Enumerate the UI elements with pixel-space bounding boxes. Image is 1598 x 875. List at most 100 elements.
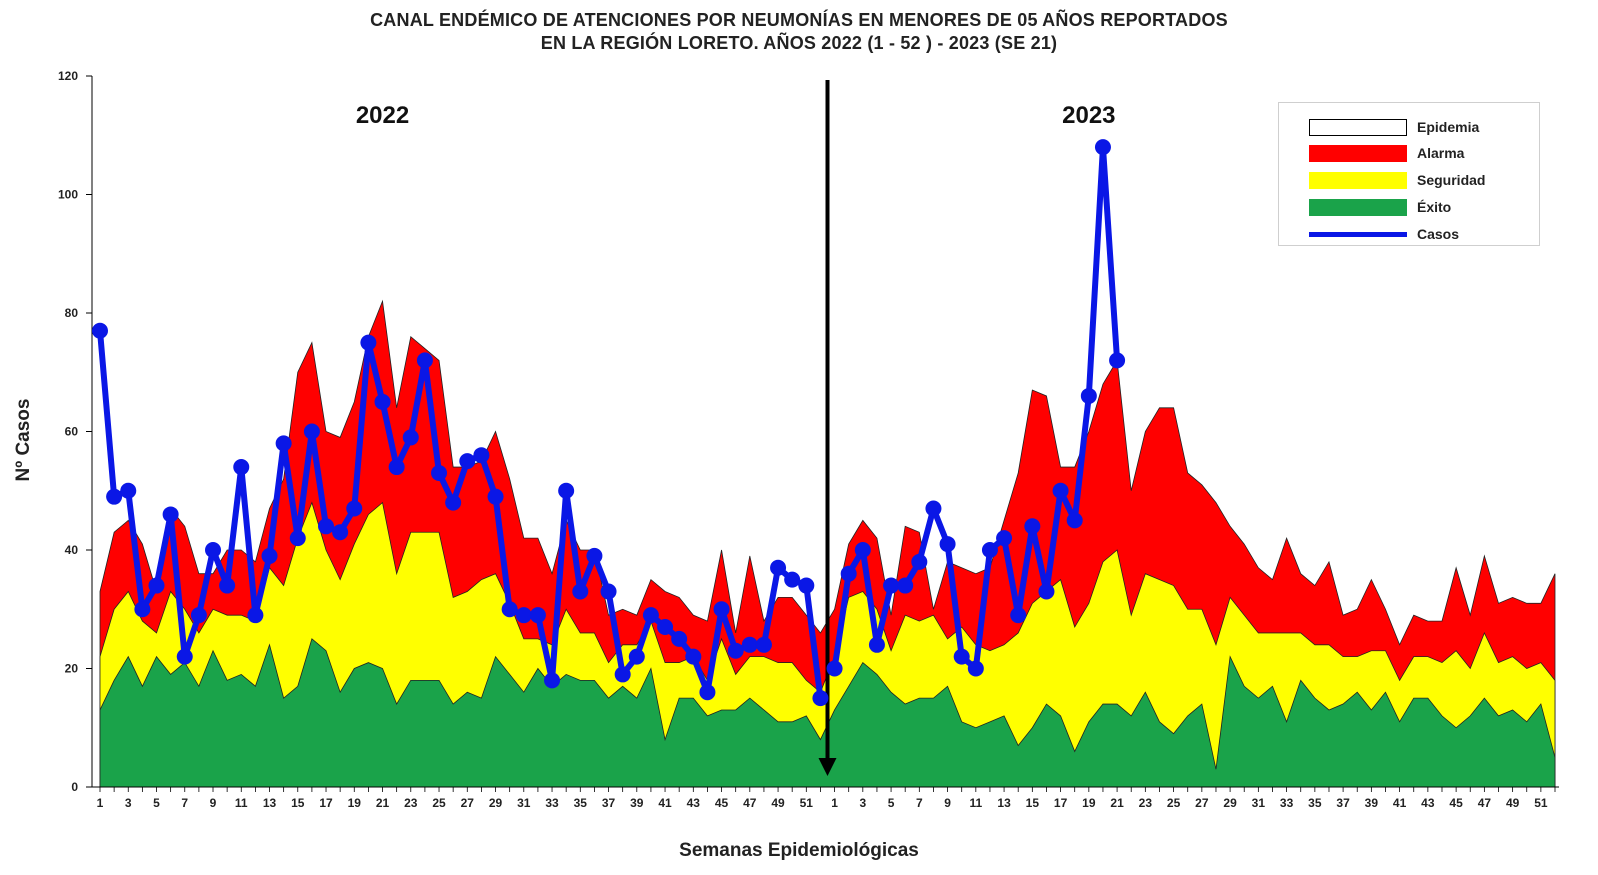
casos-point-2022-w42 <box>671 630 688 647</box>
casos-point-2022-w31 <box>515 607 532 624</box>
legend-item-casos: Casos <box>1309 224 1459 244</box>
chart-title-line2: EN LA REGIÓN LORETO. AÑOS 2022 (1 - 52 )… <box>540 33 1058 53</box>
x-tick-label: 35 <box>574 796 588 810</box>
casos-point-2022-w12 <box>247 607 264 624</box>
casos-point-2023-w6 <box>897 577 914 594</box>
x-tick-label: 19 <box>1082 796 1096 810</box>
year-label-2023: 2023 <box>1062 102 1115 129</box>
casos-point-2023-w17 <box>1052 482 1069 499</box>
year-label-2022: 2022 <box>356 102 409 129</box>
casos-point-2023-w16 <box>1038 583 1055 600</box>
casos-point-2023-w10 <box>953 648 970 665</box>
y-tick-label: 40 <box>65 543 79 557</box>
legend-item-seguridad: Seguridad <box>1309 170 1485 190</box>
casos-point-2022-w26 <box>445 494 462 511</box>
x-tick-label: 1 <box>831 796 838 810</box>
year-divider-arrowhead <box>818 758 837 776</box>
casos-point-2022-w51 <box>798 577 815 594</box>
casos-point-2022-w36 <box>586 547 603 564</box>
y-axis-label: Nº Casos <box>13 398 34 482</box>
x-tick-label: 51 <box>800 796 814 810</box>
x-tick-label: 49 <box>1506 796 1520 810</box>
casos-point-2022-w6 <box>162 506 179 523</box>
x-tick-label: 23 <box>1139 796 1153 810</box>
x-tick-label: 7 <box>181 796 188 810</box>
y-tick-label: 80 <box>65 306 79 320</box>
casos-point-2023-w7 <box>911 553 928 570</box>
casos-point-2022-w30 <box>501 601 518 618</box>
casos-point-2022-w7 <box>176 648 193 665</box>
legend-label-epidemia: Epidemia <box>1417 119 1480 135</box>
legend-item-alarma: Alarma <box>1309 143 1464 163</box>
casos-point-2022-w52 <box>812 690 829 707</box>
casos-point-2023-w2 <box>840 565 857 582</box>
casos-point-2022-w44 <box>699 684 716 701</box>
x-axis-label: Semanas Epidemiológicas <box>679 840 919 861</box>
casos-point-2023-w3 <box>854 542 871 558</box>
casos-line-2022 <box>97 330 824 699</box>
x-tick-label: 17 <box>1054 796 1068 810</box>
y-tick-label: 20 <box>65 662 79 676</box>
y-tick-label: 100 <box>58 188 78 202</box>
x-tick-label: 21 <box>376 796 390 810</box>
casos-point-2022-w11 <box>233 459 250 476</box>
casos-point-2022-w19 <box>346 500 363 517</box>
chart-title-line1: CANAL ENDÉMICO DE ATENCIONES POR NEUMONÍ… <box>370 10 1228 30</box>
casos-point-2022-w18 <box>332 524 349 541</box>
x-tick-label: 29 <box>1223 796 1237 810</box>
x-tick-label: 25 <box>432 796 446 810</box>
casos-point-2022-w22 <box>388 459 405 476</box>
casos-point-2022-w43 <box>685 648 702 665</box>
x-tick-label: 31 <box>517 796 531 810</box>
x-tick-label: 9 <box>210 796 217 810</box>
casos-point-2022-w38 <box>614 666 631 683</box>
legend-label-alarma: Alarma <box>1417 145 1465 161</box>
casos-point-2022-w34 <box>558 482 575 499</box>
x-tick-label: 47 <box>743 796 757 810</box>
casos-point-2023-w18 <box>1066 512 1083 529</box>
x-tick-label: 39 <box>1365 796 1379 810</box>
casos-point-2022-w8 <box>190 607 207 624</box>
casos-point-2022-w15 <box>289 530 306 547</box>
casos-point-2022-w17 <box>318 518 335 535</box>
x-tick-label: 25 <box>1167 796 1181 810</box>
casos-point-2022-w32 <box>529 607 546 624</box>
x-tick-label: 27 <box>1195 796 1209 810</box>
x-tick-label: 13 <box>997 796 1011 810</box>
casos-point-2022-w21 <box>374 393 391 410</box>
exito-area <box>99 638 1556 788</box>
casos-point-2022-w48 <box>755 636 772 653</box>
x-tick-label: 27 <box>461 796 475 810</box>
casos-point-2022-w24 <box>416 352 433 369</box>
casos-point-2022-w16 <box>303 423 320 440</box>
x-tick-label: 3 <box>125 796 132 810</box>
casos-point-2023-w9 <box>939 536 956 553</box>
x-tick-label: 45 <box>715 796 729 810</box>
casos-point-2022-w13 <box>261 547 278 564</box>
casos-point-2023-w19 <box>1080 387 1097 404</box>
casos-point-2022-w39 <box>628 648 645 665</box>
legend-swatch-epidemia <box>1309 118 1407 136</box>
y-tick-label: 120 <box>58 69 78 83</box>
casos-point-2022-w40 <box>642 607 659 624</box>
x-tick-label: 49 <box>771 796 785 810</box>
x-tick-label: 13 <box>263 796 277 810</box>
casos-point-2022-w20 <box>360 334 377 351</box>
casos-point-2022-w9 <box>205 542 222 558</box>
x-tick-label: 7 <box>916 796 923 810</box>
casos-point-2023-w8 <box>925 500 942 517</box>
x-tick-label: 45 <box>1449 796 1463 810</box>
casos-point-2022-w45 <box>713 601 730 618</box>
x-tick-label: 11 <box>235 796 248 810</box>
x-tick-label: 15 <box>1026 796 1040 810</box>
casos-point-2023-w12 <box>981 542 998 558</box>
x-tick-label: 37 <box>1336 796 1350 810</box>
x-tick-label: 41 <box>658 796 672 810</box>
y-tick-label: 60 <box>65 425 79 439</box>
casos-point-2022-w29 <box>487 488 504 505</box>
casos-point-2022-w23 <box>402 429 419 446</box>
casos-point-2022-w46 <box>727 642 744 659</box>
x-tick-label: 15 <box>291 796 305 810</box>
casos-point-2022-w10 <box>219 577 236 594</box>
x-tick-label: 33 <box>1280 796 1294 810</box>
